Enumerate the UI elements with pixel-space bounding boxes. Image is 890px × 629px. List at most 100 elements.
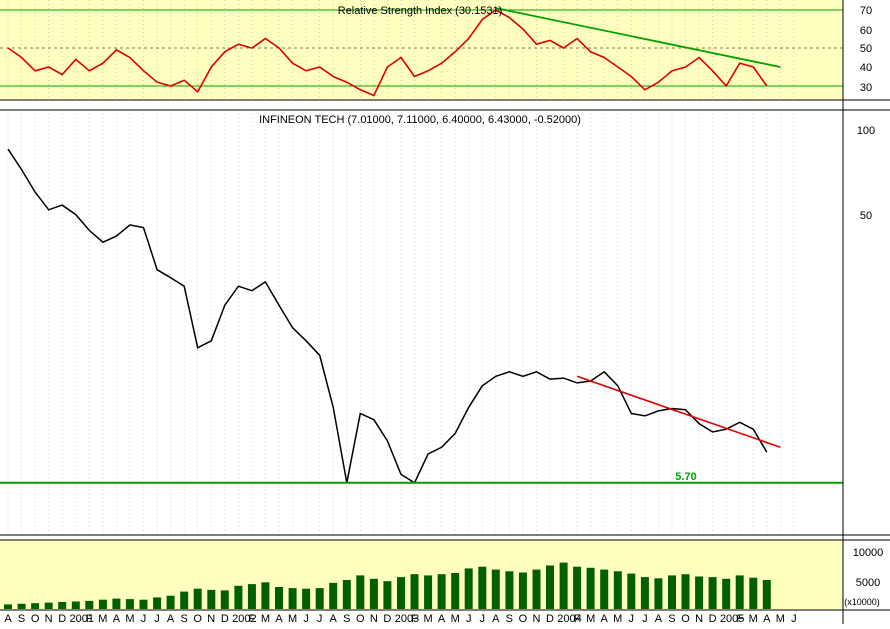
price-chart <box>0 148 843 484</box>
x-axis-tick-label: A <box>275 613 283 624</box>
volume-bar <box>505 571 514 609</box>
x-axis-tick-label: O <box>31 613 40 624</box>
volume-unit-label: (x10000) <box>844 597 880 607</box>
volume-bar <box>4 604 12 609</box>
rsi-tick-40: 40 <box>860 62 872 74</box>
volume-bar <box>58 602 67 609</box>
volume-bar <box>668 575 676 609</box>
x-axis-tick-label: A <box>113 613 121 624</box>
volume-bar <box>437 574 446 609</box>
rsi-tick-70: 70 <box>860 5 872 17</box>
x-axis-tick-label: M <box>776 613 785 624</box>
x-axis-tick-label: J <box>791 613 797 624</box>
volume-bar <box>139 599 148 609</box>
x-axis-tick-label: D <box>383 613 391 624</box>
volume-bar <box>44 602 53 609</box>
x-axis-tick-label: N <box>695 613 703 624</box>
x-axis-tick-label: M <box>423 613 432 624</box>
volume-bar <box>329 582 338 609</box>
volume-bar <box>762 580 771 609</box>
volume-bar <box>220 590 229 609</box>
volume-tick-5000: 5000 <box>856 577 880 589</box>
x-axis-tick-label: F <box>736 613 743 624</box>
x-axis-tick-label: O <box>193 613 202 624</box>
volume-bar <box>397 577 405 609</box>
x-axis-tick-label: A <box>601 613 609 624</box>
x-axis-tick-label: A <box>438 613 446 624</box>
volume-bar <box>369 578 378 609</box>
volume-bar <box>735 575 744 609</box>
rsi-title: Relative Strength Index (30.1531) <box>338 5 503 17</box>
rsi-tick-60: 60 <box>860 25 872 37</box>
volume-bar <box>71 601 80 609</box>
volume-bar <box>17 603 26 609</box>
x-axis-tick-label: J <box>141 613 147 624</box>
x-axis-tick-label: A <box>492 613 500 624</box>
x-axis-tick-label: S <box>343 613 350 624</box>
rsi-tick-30: 30 <box>860 82 872 94</box>
x-axis-tick-label: F <box>574 613 581 624</box>
rsi-line <box>7 9 768 97</box>
x-axis-tick-label: S <box>180 613 187 624</box>
x-axis-tick-label: 2002 <box>232 613 256 624</box>
volume-bar <box>166 595 175 609</box>
volume-bar <box>180 591 189 609</box>
volume-bar <box>627 573 636 609</box>
volume-bar <box>356 575 365 609</box>
x-axis-tick-label: M <box>613 613 622 624</box>
x-axis-tick-label: M <box>125 613 134 624</box>
x-axis-tick-label: M <box>261 613 270 624</box>
x-axis-tick-label: M <box>586 613 595 624</box>
x-axis-tick-label: A <box>655 613 663 624</box>
volume-bar <box>559 562 568 609</box>
x-axis-tick-label: J <box>480 613 486 624</box>
x-axis-tick-label: S <box>506 613 513 624</box>
volume-bar <box>586 567 595 609</box>
volume-bar <box>288 588 297 609</box>
x-axis-tick-label: A <box>4 613 12 624</box>
x-axis-tick-label: S <box>18 613 25 624</box>
price-trendline <box>576 375 781 449</box>
x-axis-tick-label: O <box>356 613 365 624</box>
price-title: INFINEON TECH (7.01000, 7.11000, 6.40000… <box>259 114 581 126</box>
volume-bar <box>153 597 162 609</box>
x-axis-tick-label: F <box>411 613 418 624</box>
x-axis-tick-label: O <box>681 613 690 624</box>
volume-bar <box>573 566 582 609</box>
x-axis-tick-label: N <box>532 613 540 624</box>
rsi-trendline <box>495 7 781 68</box>
x-axis-tick-label: M <box>288 613 297 624</box>
x-axis-tick-label: D <box>58 613 66 624</box>
price-tick-50: 50 <box>860 210 872 222</box>
volume-bar <box>193 588 202 609</box>
volume-bar <box>315 588 324 609</box>
x-axis-tick-label: J <box>154 613 160 624</box>
x-axis-tick-label: A <box>167 613 175 624</box>
x-axis-tick-label: M <box>451 613 460 624</box>
x-axis-tick-label: J <box>642 613 648 624</box>
volume-bar <box>640 577 649 609</box>
price-line <box>7 148 768 484</box>
volume-bar <box>749 577 758 609</box>
volume-bar <box>424 575 433 609</box>
x-axis-tick-label: 2003 <box>395 613 419 624</box>
x-axis-tick-label: J <box>629 613 635 624</box>
volume-bar <box>654 578 663 609</box>
volume-bar <box>478 566 487 609</box>
rsi-tick-50: 50 <box>860 43 872 55</box>
volume-bar <box>518 572 527 609</box>
x-axis-tick-label: F <box>86 613 93 624</box>
rsi-chart <box>0 7 843 97</box>
x-axis-tick-label: S <box>668 613 675 624</box>
volume-bar <box>234 585 243 609</box>
x-axis-tick-label: 2004 <box>557 613 581 624</box>
x-axis-tick-label: D <box>221 613 229 624</box>
volume-bar <box>275 587 283 609</box>
volume-bar <box>207 589 216 609</box>
volume-bar <box>383 581 392 609</box>
volume-bar <box>600 569 609 609</box>
volume-bar <box>98 599 107 609</box>
volume-bar <box>451 573 460 609</box>
volume-bar <box>613 571 622 609</box>
